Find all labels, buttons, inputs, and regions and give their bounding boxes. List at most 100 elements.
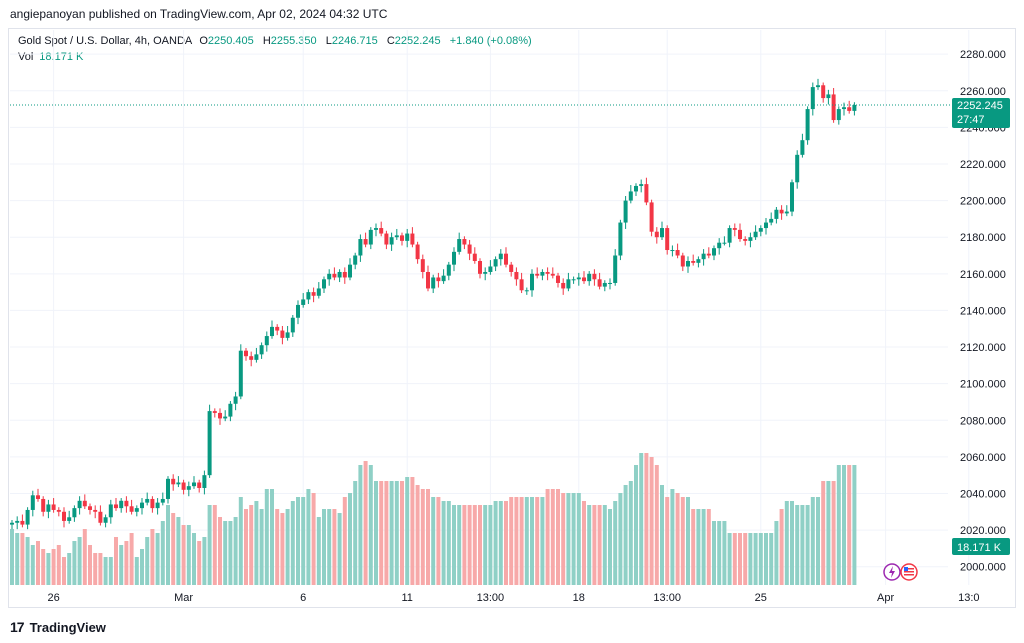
candle-body — [805, 109, 810, 141]
volume-bar — [77, 537, 82, 585]
volume-bar — [779, 509, 784, 585]
candle-body — [519, 279, 524, 291]
candle-body — [166, 478, 170, 499]
volume-bar — [717, 521, 722, 585]
candle-body — [701, 253, 706, 260]
volume-bar — [296, 497, 300, 585]
y-tick-label: 2140.000 — [960, 305, 1006, 317]
volume-bar — [67, 553, 72, 585]
volume-bar — [56, 545, 61, 585]
volume-bar — [774, 521, 779, 585]
candle-body — [602, 282, 607, 287]
volume-bar — [140, 549, 144, 585]
candle-body — [441, 275, 446, 282]
volume-bar — [327, 509, 332, 585]
volume-bar — [608, 509, 612, 585]
volume-bar — [727, 533, 732, 585]
volume-bar — [150, 529, 155, 585]
volume-bar — [46, 553, 51, 585]
candle-body — [420, 259, 425, 272]
y-tick-label: 2120.000 — [960, 342, 1006, 354]
candle-body — [114, 504, 118, 509]
y-tick-label: 2100.000 — [960, 379, 1006, 391]
chart-frame — [8, 28, 1016, 608]
publisher-line: angiepanoyan published on TradingView.co… — [10, 7, 388, 21]
volume-bar — [498, 501, 503, 585]
candle-body — [654, 231, 659, 238]
candle-body — [244, 350, 248, 357]
event-flag-icon[interactable] — [883, 563, 918, 581]
y-tick-label: 2280.000 — [960, 49, 1006, 61]
candle-body — [160, 498, 165, 503]
volume-bar — [821, 481, 826, 585]
candle-body — [618, 222, 623, 256]
volume-bar — [171, 513, 176, 585]
candle-body — [108, 504, 113, 518]
volume-bar — [316, 517, 321, 585]
volume-bar — [400, 481, 404, 585]
y-tick-label: 2080.000 — [960, 415, 1006, 427]
candle-body — [129, 506, 134, 512]
volume-bar — [784, 501, 789, 585]
candle-body — [275, 326, 280, 331]
candle-body — [514, 271, 519, 280]
volume-bar — [582, 501, 586, 585]
volume-bar — [410, 477, 415, 585]
volume-bar — [405, 477, 410, 585]
volume-bar — [374, 481, 378, 585]
volume-bar — [244, 509, 248, 585]
volume-bar — [322, 509, 326, 585]
volume-bar — [446, 501, 451, 585]
candle-body — [821, 85, 826, 99]
candle-body — [181, 482, 186, 490]
candle-body — [171, 478, 176, 485]
candle-body — [197, 482, 202, 488]
price-tag: 2252.245 27:47 — [952, 97, 1010, 128]
volume-bar — [826, 481, 831, 585]
candle-body — [368, 229, 373, 245]
candle-body — [816, 85, 820, 88]
y-tick-label: 2040.000 — [960, 488, 1006, 500]
volume-tag: 18.171 K — [952, 538, 1010, 555]
volume-bar — [254, 501, 259, 585]
candle-body — [566, 279, 571, 289]
candle-body — [665, 228, 670, 251]
volume-bar — [701, 509, 706, 585]
y-tick-label: 2020.000 — [960, 525, 1006, 537]
candle-body — [296, 304, 300, 318]
y-tick-label: 2160.000 — [960, 269, 1006, 281]
volume-bar — [264, 489, 269, 585]
x-tick-label: 26 — [47, 592, 59, 604]
volume-bar — [160, 521, 165, 585]
price-tag-price: 2252.245 — [957, 100, 1003, 112]
candle-body — [316, 288, 321, 296]
volume-tag-box — [952, 538, 1010, 555]
candle-body — [93, 509, 98, 512]
candle-body — [722, 242, 727, 244]
volume-bar — [691, 509, 696, 585]
volume-bar — [816, 497, 820, 585]
volume-bar — [831, 481, 836, 585]
volume-bar — [654, 465, 659, 585]
candle-body — [628, 191, 633, 201]
volume-bar — [696, 509, 701, 585]
volume-bar — [176, 517, 181, 585]
volume-bar — [639, 453, 644, 585]
open-label: O — [199, 35, 208, 47]
candle-body — [826, 94, 831, 99]
candle-body — [46, 504, 51, 512]
volume-bar — [197, 541, 202, 585]
candle-body — [10, 522, 14, 525]
candle-body — [119, 500, 124, 509]
candle-body — [467, 244, 472, 254]
high-value: 2255.350 — [270, 35, 317, 47]
candle-body — [738, 229, 742, 240]
volume-bar — [670, 489, 675, 585]
volume-bar — [88, 545, 92, 585]
candle-body — [446, 264, 451, 276]
candle-body — [186, 486, 191, 490]
symbol-title[interactable]: Gold Spot / U.S. Dollar, 4h, OANDA — [18, 35, 193, 47]
candle-body — [550, 273, 555, 276]
close-label: C — [386, 35, 395, 47]
